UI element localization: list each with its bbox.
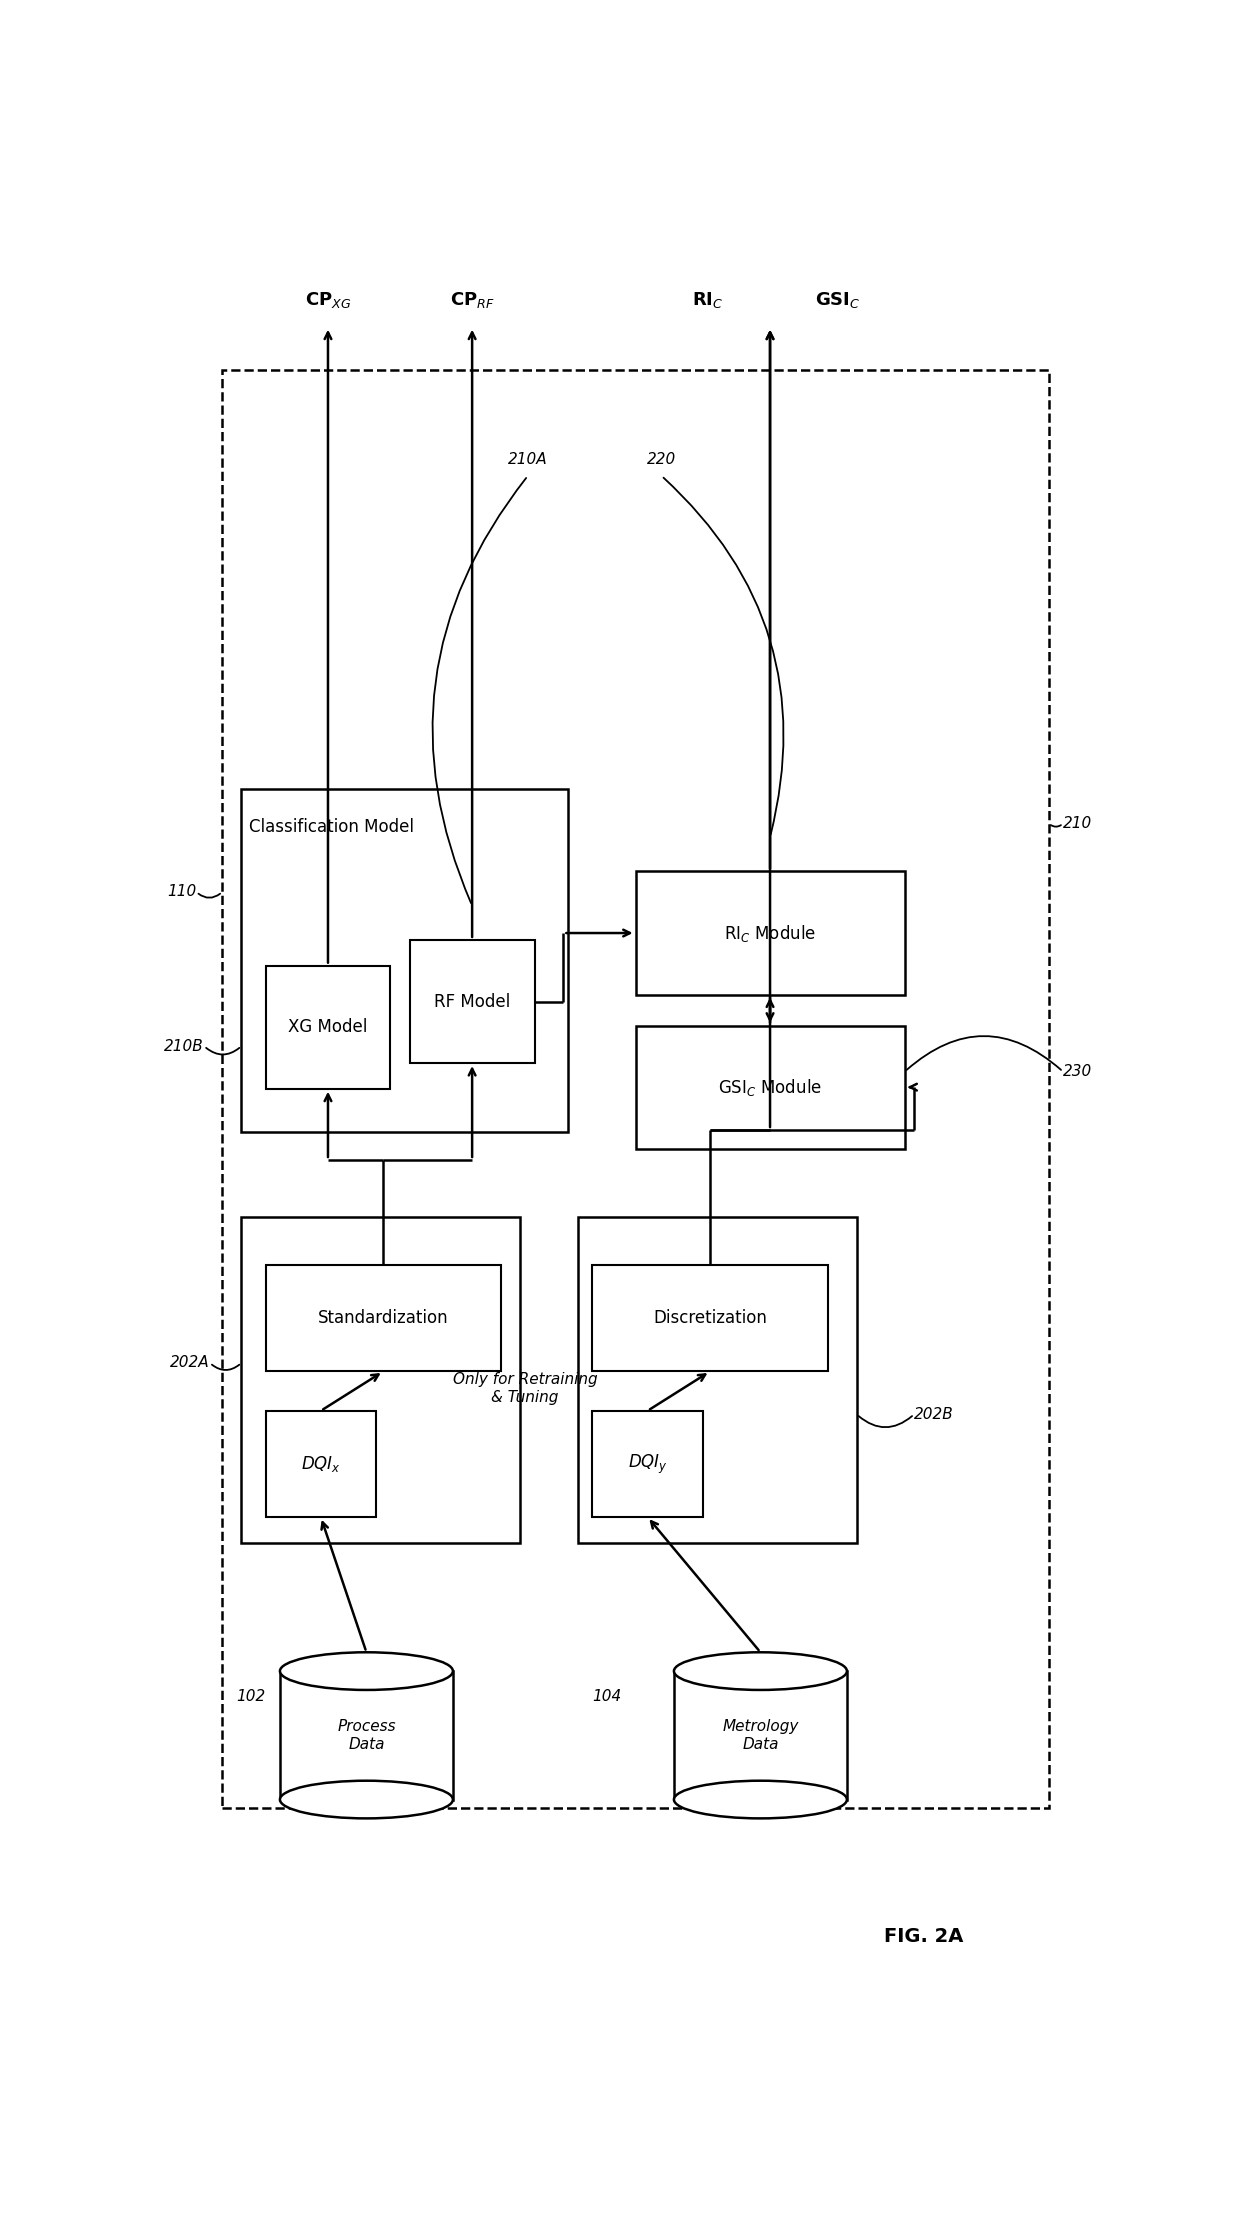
Ellipse shape <box>280 1781 453 1819</box>
Text: RF Model: RF Model <box>434 992 510 1010</box>
Text: 230: 230 <box>1063 1065 1092 1079</box>
FancyBboxPatch shape <box>593 1265 828 1372</box>
FancyBboxPatch shape <box>242 790 568 1132</box>
FancyBboxPatch shape <box>578 1217 857 1543</box>
FancyBboxPatch shape <box>242 1217 521 1543</box>
Text: RI$_C$ Module: RI$_C$ Module <box>724 923 816 943</box>
Text: CP$_{RF}$: CP$_{RF}$ <box>450 289 495 309</box>
Text: 210B: 210B <box>164 1039 205 1054</box>
Text: 104: 104 <box>593 1690 621 1704</box>
Text: GSI$_C$ Module: GSI$_C$ Module <box>718 1076 822 1099</box>
Ellipse shape <box>675 1781 847 1819</box>
Text: Process
Data: Process Data <box>337 1719 396 1753</box>
FancyBboxPatch shape <box>265 1265 501 1372</box>
Text: FIG. 2A: FIG. 2A <box>884 1926 963 1946</box>
Bar <box>675 1670 847 1799</box>
Text: 202B: 202B <box>914 1408 954 1421</box>
Text: CP$_{XG}$: CP$_{XG}$ <box>305 289 351 309</box>
Ellipse shape <box>280 1652 453 1690</box>
Text: 210: 210 <box>1063 816 1092 832</box>
Text: Standardization: Standardization <box>317 1310 449 1328</box>
FancyBboxPatch shape <box>593 1410 703 1517</box>
Ellipse shape <box>675 1652 847 1690</box>
Text: GSI$_C$: GSI$_C$ <box>815 289 861 309</box>
Bar <box>280 1670 453 1799</box>
Text: DQI$_y$: DQI$_y$ <box>627 1452 667 1475</box>
FancyBboxPatch shape <box>265 1410 376 1517</box>
FancyBboxPatch shape <box>265 965 391 1090</box>
Text: RI$_C$: RI$_C$ <box>692 289 723 309</box>
Text: Discretization: Discretization <box>653 1310 766 1328</box>
Text: 102: 102 <box>237 1690 265 1704</box>
Text: 110: 110 <box>167 885 196 898</box>
Text: Only for Retraining
& Tuning: Only for Retraining & Tuning <box>453 1372 598 1406</box>
FancyBboxPatch shape <box>635 872 905 994</box>
FancyBboxPatch shape <box>409 941 534 1063</box>
Text: Metrology
Data: Metrology Data <box>722 1719 799 1753</box>
Text: 220: 220 <box>647 451 676 467</box>
Text: 210A: 210A <box>508 451 548 467</box>
FancyBboxPatch shape <box>222 369 1049 1808</box>
Text: Classification Model: Classification Model <box>249 818 414 836</box>
FancyBboxPatch shape <box>635 1025 905 1150</box>
Text: XG Model: XG Model <box>288 1019 368 1036</box>
Text: 202A: 202A <box>170 1354 210 1370</box>
Text: DQI$_x$: DQI$_x$ <box>301 1454 341 1475</box>
